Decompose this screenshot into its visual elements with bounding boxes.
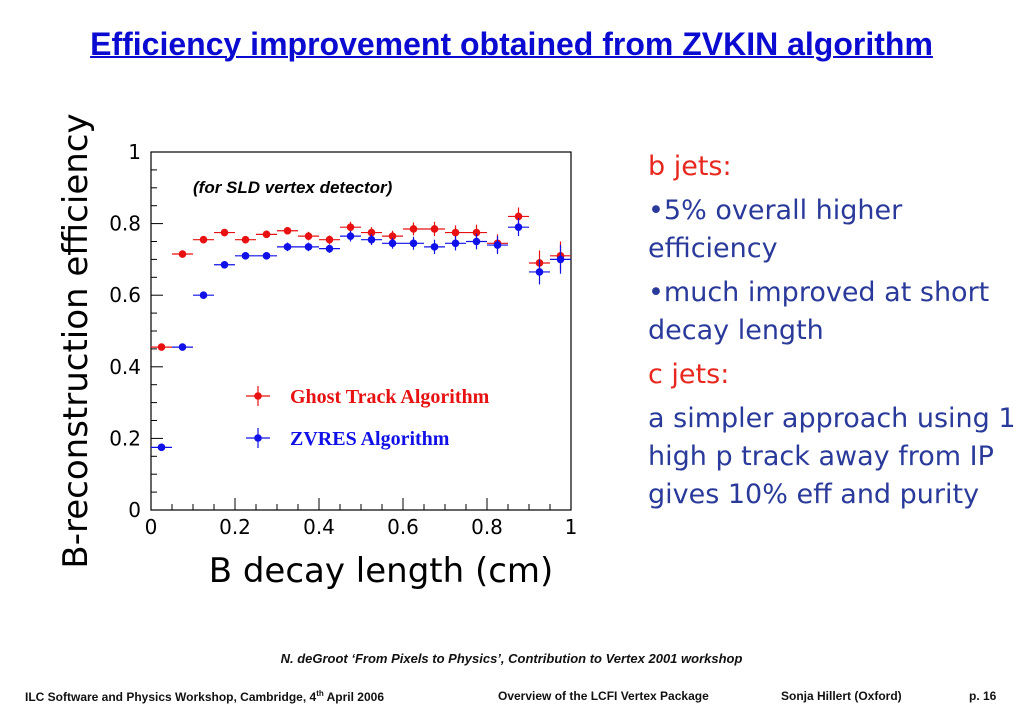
ghost-track-point: [367, 228, 376, 237]
credit-line: N. deGroot ‘From Pixels to Physics’, Con…: [280, 651, 743, 666]
ghost-track-point: [199, 235, 208, 244]
zvres-point: [556, 255, 565, 264]
y-tick-label: 0.8: [109, 212, 141, 236]
zvres-point: [346, 232, 355, 240]
slide-title: Efficiency improvement obtained from ZVK…: [90, 26, 933, 62]
ghost-track-point: [430, 225, 439, 233]
side-line-c-approach: a simpler approach using 1 high p track …: [648, 403, 1016, 510]
footer-left-post: April 2006: [323, 690, 385, 704]
ghost-track-point: [325, 235, 334, 244]
y-tick-label: 0.6: [109, 283, 141, 307]
zvres-point: [388, 239, 397, 248]
zvres-point: [514, 223, 523, 231]
zvres-point: [451, 239, 460, 248]
footer-page: p. 16: [969, 689, 997, 703]
zvres-point: [535, 268, 544, 276]
legend-zvres-label: ZVRES Algorithm: [290, 428, 450, 450]
side-line-c-jets: c jets:: [648, 359, 730, 390]
footer-left: ILC Software and Physics Workshop, Cambr…: [25, 689, 384, 704]
zvres-point: [178, 343, 187, 351]
ghost-track-point: [157, 343, 166, 351]
legend-ghost-track-marker: [254, 392, 262, 400]
y-tick-label: 1: [128, 140, 141, 164]
x-axis-label: B decay length (cm): [209, 551, 554, 591]
zvres-point: [304, 243, 313, 251]
footer-author: Sonja Hillert (Oxford): [781, 689, 902, 703]
y-tick-label: 0: [128, 498, 141, 522]
legend-ghost-track-label: Ghost Track Algorithm: [290, 386, 490, 408]
y-tick-label: 0.2: [109, 426, 141, 450]
x-tick-label: 0.2: [219, 515, 251, 539]
plot-annotation: (for SLD vertex detector): [193, 178, 393, 197]
zvres-point: [241, 252, 250, 260]
ghost-track-point: [346, 223, 355, 231]
x-tick-label: 0.8: [471, 515, 503, 539]
y-axis-label: B-reconstruction efficiency: [56, 113, 96, 568]
ghost-track-point: [514, 212, 523, 221]
footer-left-sup: th: [316, 689, 324, 698]
side-line-b-jets: b jets:: [648, 151, 732, 182]
efficiency-chart: 00 0.2 0.2 0.4 0.4 0.6 0.6 0.8 0.8 1 1 B decay leng…: [56, 113, 578, 591]
x-tick-label: 1: [565, 515, 578, 539]
legend-zvres-marker: [254, 434, 262, 442]
footer-left-pre: ILC Software and Physics Workshop, Cambr…: [25, 690, 317, 704]
zvres-point: [157, 443, 166, 452]
ghost-track-point: [283, 226, 292, 235]
zvres-point: [493, 241, 502, 249]
ghost-track-point: [472, 228, 481, 237]
ghost-track-point: [220, 228, 229, 237]
zvres-point: [262, 252, 271, 260]
x-tick-label: 0: [145, 515, 158, 539]
side-line-b-short: •much improved at short decay length: [648, 277, 990, 346]
ghost-track-point: [262, 230, 271, 239]
zvres-point: [220, 260, 229, 269]
zvres-point: [199, 291, 208, 299]
ghost-track-point: [451, 228, 460, 237]
zvres-point: [430, 243, 439, 251]
zvres-point: [367, 235, 376, 244]
ghost-track-point: [304, 232, 313, 240]
y-tick-label: 0.4: [109, 355, 141, 379]
ghost-track-point: [388, 232, 397, 240]
ghost-track-point: [178, 250, 187, 258]
zvres-point: [409, 239, 418, 248]
footer-center: Overview of the LCFI Vertex Package: [498, 689, 709, 703]
ghost-track-point: [241, 235, 250, 244]
side-text: b jets: •5% overall higher efficiency •m…: [648, 148, 1018, 520]
x-tick-label: 0.4: [303, 515, 335, 539]
plot-frame: [150, 151, 572, 511]
zvres-point: [283, 243, 292, 251]
ghost-track-point: [409, 225, 418, 233]
x-tick-label: 0.6: [387, 515, 419, 539]
side-line-b-overall: •5% overall higher efficiency: [648, 195, 903, 264]
zvres-point: [325, 244, 334, 253]
zvres-point: [472, 237, 481, 246]
